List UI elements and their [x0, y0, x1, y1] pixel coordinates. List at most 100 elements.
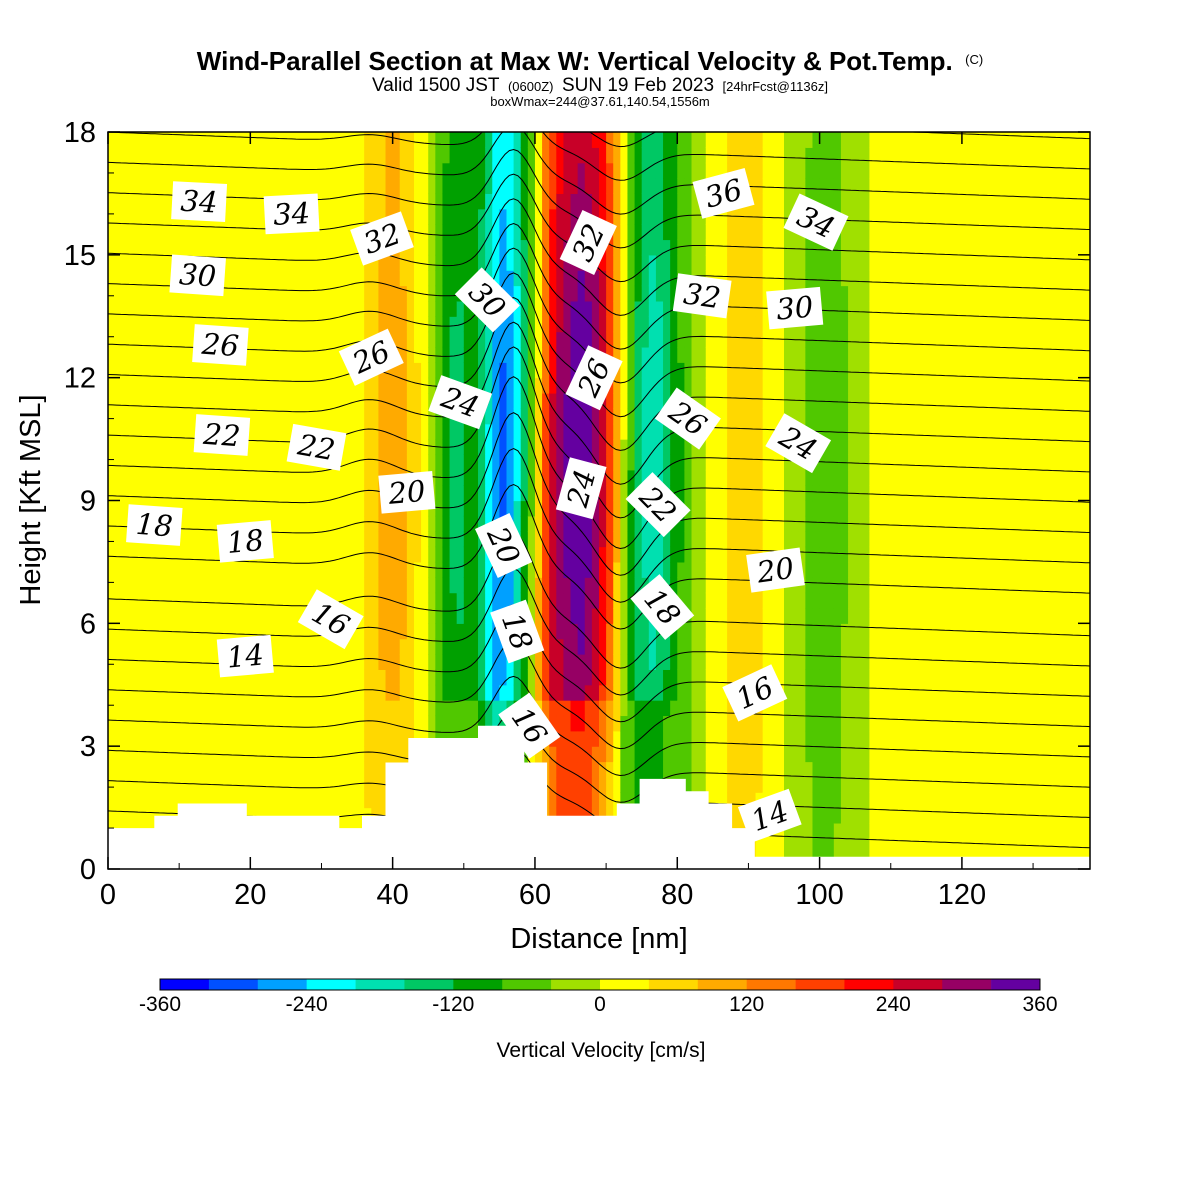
velocity-cell — [428, 132, 436, 148]
velocity-cell — [513, 454, 522, 471]
velocity-cell — [186, 654, 194, 670]
velocity-cell — [300, 654, 308, 670]
velocity-cell — [606, 531, 614, 548]
velocity-cell — [136, 270, 145, 287]
velocity-cell — [705, 638, 714, 655]
velocity-cell — [342, 423, 351, 440]
velocity-cell — [122, 178, 130, 195]
velocity-cell — [228, 577, 237, 594]
velocity-cell — [599, 285, 607, 302]
velocity-cell — [819, 178, 828, 195]
velocity-cell — [271, 607, 280, 624]
velocity-cell — [122, 377, 130, 394]
velocity-cell — [527, 454, 536, 471]
velocity-cell — [556, 132, 565, 148]
velocity-cell — [748, 270, 757, 287]
velocity-cell — [840, 224, 849, 241]
velocity-cell — [591, 807, 600, 824]
velocity-cell — [108, 254, 116, 271]
velocity-cell — [670, 546, 678, 563]
velocity-cell — [805, 132, 814, 148]
velocity-cell — [684, 193, 693, 210]
velocity-cell — [421, 132, 429, 148]
velocity-cell — [307, 807, 315, 824]
velocity-cell — [741, 346, 750, 363]
velocity-cell — [591, 147, 600, 164]
velocity-cell — [634, 669, 643, 686]
velocity-cell — [499, 132, 508, 148]
velocity-cell — [805, 515, 814, 532]
velocity-cell — [108, 561, 116, 578]
velocity-cell — [520, 408, 529, 425]
velocity-cell — [641, 454, 650, 471]
velocity-cell — [413, 561, 422, 578]
velocity-cell — [698, 700, 707, 717]
velocity-cell — [663, 270, 671, 287]
velocity-cell — [150, 346, 159, 363]
velocity-cell — [357, 577, 365, 594]
velocity-cell — [122, 746, 130, 763]
velocity-cell — [620, 715, 629, 732]
velocity-cell — [463, 178, 472, 195]
velocity-cell — [805, 761, 814, 778]
velocity-cell — [492, 423, 500, 440]
velocity-cell — [478, 454, 486, 471]
velocity-cell — [392, 377, 401, 394]
velocity-cell — [172, 377, 180, 394]
velocity-cell — [143, 316, 152, 333]
velocity-cell — [613, 500, 621, 517]
velocity-cell — [300, 316, 308, 333]
velocity-cell — [563, 208, 572, 225]
velocity-cell — [406, 254, 415, 271]
velocity-cell — [755, 500, 764, 517]
velocity-cell — [264, 408, 273, 425]
velocity-cell — [328, 393, 337, 409]
velocity-cell — [236, 208, 244, 225]
velocity-cell — [762, 607, 771, 624]
velocity-cell — [520, 684, 529, 701]
velocity-cell — [278, 730, 287, 747]
velocity-cell — [285, 807, 294, 824]
velocity-cell — [534, 208, 543, 225]
velocity-cell — [705, 224, 714, 241]
velocity-cell — [328, 807, 337, 824]
velocity-cell — [349, 408, 358, 425]
velocity-cell — [727, 485, 735, 502]
velocity-cell — [129, 408, 138, 425]
velocity-cell — [307, 331, 315, 348]
velocity-cell — [648, 730, 657, 747]
velocity-cell — [606, 776, 614, 793]
velocity-cell — [563, 331, 572, 348]
velocity-cell — [207, 592, 216, 609]
velocity-cell — [684, 454, 693, 471]
velocity-cell — [478, 684, 486, 701]
velocity-cell — [655, 377, 664, 394]
velocity-cell — [278, 316, 287, 333]
velocity-cell — [179, 546, 187, 563]
velocity-cell — [271, 807, 280, 824]
velocity-cell — [663, 208, 671, 225]
velocity-cell — [264, 454, 273, 471]
velocity-cell — [378, 208, 387, 225]
velocity-cell — [670, 132, 678, 148]
velocity-cell — [428, 592, 436, 609]
velocity-cell — [406, 178, 415, 195]
velocity-cell — [250, 439, 259, 456]
velocity-cell — [840, 792, 849, 809]
velocity-cell — [371, 316, 380, 333]
velocity-cell — [243, 270, 251, 287]
velocity-cell — [570, 592, 579, 609]
velocity-cell — [677, 546, 685, 563]
velocity-cell — [186, 638, 194, 655]
velocity-cell — [349, 730, 358, 747]
velocity-cell — [712, 561, 721, 578]
velocity-cell — [136, 607, 145, 624]
velocity-cell — [506, 362, 515, 379]
velocity-cell — [606, 546, 614, 563]
velocity-cell — [385, 193, 394, 210]
velocity-cell — [663, 147, 671, 164]
velocity-cell — [663, 746, 671, 763]
velocity-cell — [435, 546, 444, 563]
velocity-cell — [406, 669, 415, 686]
velocity-cell — [264, 270, 273, 287]
